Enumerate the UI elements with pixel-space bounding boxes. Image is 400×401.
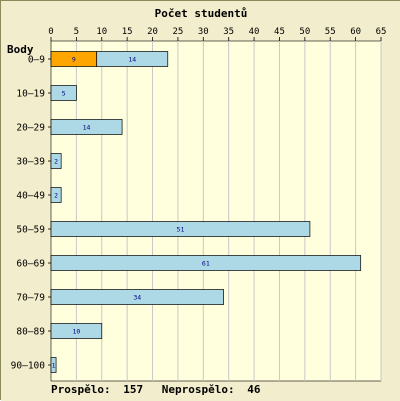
failed-label: Neprospělo:	[162, 383, 235, 396]
x-tick-label: 10	[96, 27, 107, 37]
summary-footer: Prospělo: 157 Neprospělo: 46	[51, 383, 261, 396]
category-label: 30–39	[16, 157, 45, 168]
bar-value-label: 14	[128, 56, 136, 64]
bar-pass	[50, 357, 57, 373]
bar-pass	[50, 221, 311, 237]
category-label: 80–89	[16, 327, 45, 338]
x-tick-label: 30	[198, 27, 209, 37]
bar-pass	[50, 187, 62, 203]
bar-value-label: 51	[177, 226, 185, 234]
category-label: 90–100	[11, 361, 46, 372]
bar-pass	[50, 289, 224, 305]
x-tick-label: 15	[122, 27, 133, 37]
x-tick-label: 50	[299, 27, 310, 37]
x-tick-label: 55	[325, 27, 336, 37]
x-tick-label: 5	[74, 27, 79, 37]
bar-value-label: 2	[54, 158, 58, 166]
passed-label: Prospělo:	[51, 383, 111, 396]
x-tick-label: 20	[147, 27, 158, 37]
x-axis-ticks: 0 5 10 15 20 25 30 35 40 45 50 55 60 65	[48, 27, 386, 41]
category-labels: 0–9 10–19 20–29 30–39 40–49 50–59 60–69 70–79 80…	[11, 55, 51, 372]
plot-area	[50, 40, 382, 382]
category-label: 0–9	[28, 55, 45, 66]
bar-pass	[50, 153, 62, 169]
category-label: 20–29	[16, 123, 45, 134]
passed-value: 157	[123, 383, 143, 396]
category-label: 70–79	[16, 293, 45, 304]
failed-value: 46	[247, 383, 261, 396]
bar-pass	[50, 255, 362, 271]
bar-value-label: 2	[54, 192, 58, 200]
bar-pass	[50, 85, 77, 101]
category-label: 50–59	[16, 225, 45, 236]
bar-value-label: 5	[62, 90, 66, 98]
bar-pass	[50, 323, 103, 339]
bar-value-label: 61	[202, 260, 210, 268]
bar-value-label: 14	[83, 124, 91, 132]
bar-value-label: 9	[72, 56, 76, 64]
bars: 9 14 5 14 2 2 51 61 34 10 1	[50, 51, 362, 373]
bar-value-label: 1	[52, 362, 56, 370]
x-tick-label: 65	[376, 27, 387, 37]
grid-lines	[75, 41, 382, 381]
chart-title: Počet studentů	[155, 7, 248, 20]
x-tick-label: 60	[350, 27, 361, 37]
svg-text:Prospělo: 157: Prospělo: 157 Neprospělo: 46	[51, 383, 261, 396]
bar-value-label: 10	[72, 328, 80, 336]
category-label: 60–69	[16, 259, 45, 270]
x-tick-label: 0	[48, 27, 53, 37]
x-tick-label: 25	[173, 27, 184, 37]
bar-pass	[96, 51, 169, 67]
bar-pass	[50, 119, 123, 135]
category-label: 10–19	[16, 89, 45, 100]
x-tick-label: 45	[274, 27, 285, 37]
x-tick-label: 40	[249, 27, 260, 37]
x-tick-label: 35	[223, 27, 234, 37]
category-label: 40–49	[16, 191, 45, 202]
bar-value-label: 34	[133, 294, 141, 302]
y-axis-label: Body	[7, 43, 34, 56]
